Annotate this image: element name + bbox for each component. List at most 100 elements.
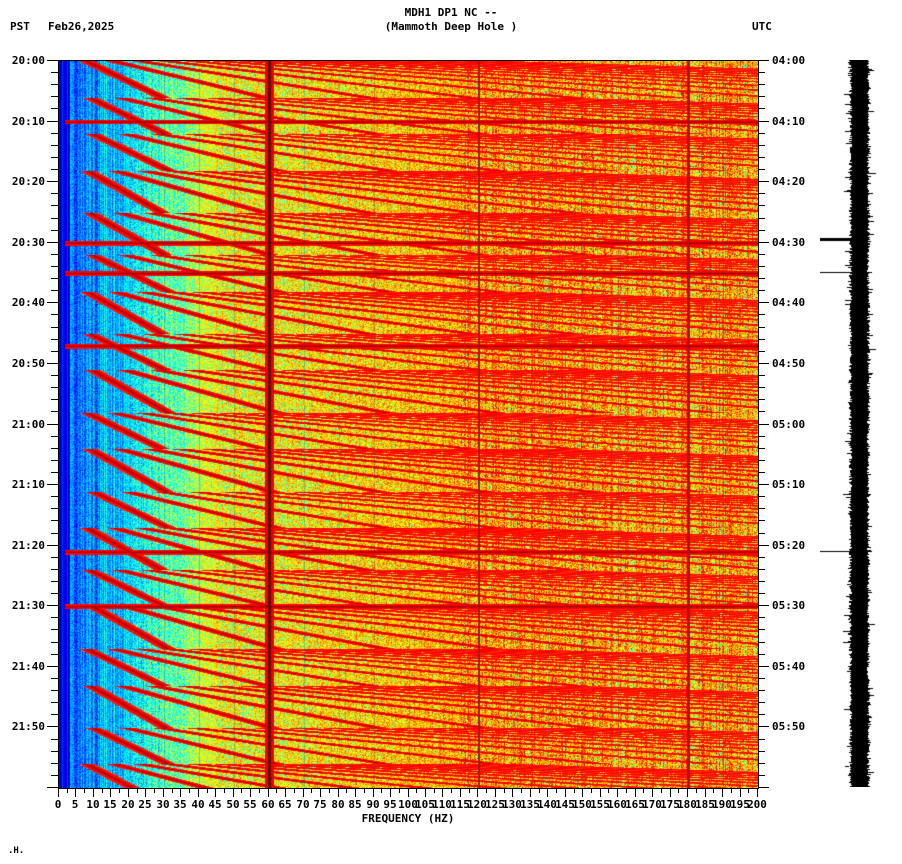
axis-tick-minor — [758, 775, 765, 776]
axis-tick-minor — [758, 496, 765, 497]
freq-tick-minor — [154, 788, 155, 793]
freq-label: 130 — [502, 798, 522, 811]
axis-tick-minor — [51, 193, 58, 194]
axis-tick-minor — [51, 557, 58, 558]
axis-tick-minor — [51, 290, 58, 291]
time-label-pst: 20:20 — [11, 175, 45, 188]
axis-tick-minor — [758, 642, 765, 643]
spectrogram-plot[interactable] — [58, 60, 759, 789]
axis-tick-minor — [51, 496, 58, 497]
freq-label: 145 — [555, 798, 575, 811]
freq-tick-major — [705, 788, 706, 797]
frequency-axis: FREQUENCY (HZ) 0 5 10 15 20 25 30 35 40 45 50 55 60 6… — [55, 788, 767, 834]
axis-tick-minor — [51, 436, 58, 437]
time-label-pst: 20:00 — [11, 54, 45, 67]
freq-tick-major — [582, 788, 583, 797]
time-label-pst: 21:10 — [11, 478, 45, 491]
axis-tick-minor — [51, 169, 58, 170]
freq-label: 30 — [156, 798, 170, 811]
freq-tick-minor — [189, 788, 190, 793]
axis-tick-major — [47, 545, 58, 546]
axis-tick-minor — [51, 84, 58, 85]
freq-tick-major — [110, 788, 111, 797]
axis-tick-minor — [758, 399, 765, 400]
freq-label: 60 — [261, 798, 275, 811]
page-subtitle: (Mammoth Deep Hole ) — [384, 20, 518, 33]
time-label-utc: 05:30 — [772, 599, 806, 612]
freq-tick-major — [250, 788, 251, 797]
axis-tick-minor — [758, 569, 765, 570]
freq-label: 125 — [485, 798, 505, 811]
axis-tick-minor — [51, 327, 58, 328]
freq-tick-minor — [294, 788, 295, 793]
freq-tick-major — [687, 788, 688, 797]
freq-tick-minor — [591, 788, 592, 793]
freq-tick-minor — [381, 788, 382, 793]
axis-tick-minor — [51, 617, 58, 618]
freq-tick-minor — [364, 788, 365, 793]
axis-tick-major — [47, 484, 58, 485]
axis-tick-major — [47, 787, 58, 788]
axis-tick-minor — [758, 193, 765, 194]
freq-label: 5 — [71, 798, 79, 811]
freq-tick-major — [635, 788, 636, 797]
freq-label: 120 — [467, 798, 487, 811]
freq-tick-major — [530, 788, 531, 797]
freq-tick-major — [233, 788, 234, 797]
freq-label: 75 — [313, 798, 327, 811]
time-label-pst: 21:50 — [11, 720, 45, 733]
freq-label: 40 — [191, 798, 205, 811]
axis-tick-minor — [758, 678, 765, 679]
axis-tick-major — [47, 605, 58, 606]
freq-tick-minor — [399, 788, 400, 793]
axis-tick-minor — [51, 375, 58, 376]
spectrogram-heatmap[interactable] — [59, 61, 758, 788]
axis-tick-major — [47, 424, 58, 425]
time-label-pst: 20:40 — [11, 296, 45, 309]
axis-tick-minor — [51, 399, 58, 400]
freq-tick-minor — [241, 788, 242, 793]
freq-label: 95 — [383, 798, 397, 811]
freq-tick-minor — [416, 788, 417, 793]
axis-tick-minor — [51, 157, 58, 158]
freq-tick-minor — [696, 788, 697, 793]
freq-tick-major — [477, 788, 478, 797]
axis-tick-minor — [758, 411, 765, 412]
freq-label: 25 — [138, 798, 152, 811]
freq-tick-minor — [224, 788, 225, 793]
axis-tick-minor — [758, 448, 765, 449]
freq-tick-major — [320, 788, 321, 797]
freq-label: 85 — [348, 798, 362, 811]
axis-tick-minor — [51, 533, 58, 534]
freq-tick-minor — [521, 788, 522, 793]
freq-tick-minor — [731, 788, 732, 793]
axis-tick-major — [758, 363, 769, 364]
freq-tick-minor — [626, 788, 627, 793]
freq-tick-minor — [207, 788, 208, 793]
axis-tick-minor — [758, 702, 765, 703]
axis-tick-major — [47, 181, 58, 182]
freq-tick-major — [740, 788, 741, 797]
freq-label: 155 — [590, 798, 610, 811]
axis-tick-minor — [51, 387, 58, 388]
axis-tick-minor — [758, 145, 765, 146]
axis-tick-minor — [758, 520, 765, 521]
axis-tick-minor — [758, 763, 765, 764]
freq-label: 110 — [432, 798, 452, 811]
axis-tick-minor — [51, 629, 58, 630]
freq-tick-major — [600, 788, 601, 797]
time-label-utc: 04:00 — [772, 54, 806, 67]
freq-label: 160 — [607, 798, 627, 811]
freq-tick-major — [722, 788, 723, 797]
axis-tick-minor — [758, 205, 765, 206]
freq-label: 190 — [712, 798, 732, 811]
freq-tick-minor — [678, 788, 679, 793]
freq-label: 65 — [278, 798, 292, 811]
time-label-utc: 04:50 — [772, 357, 806, 370]
axis-tick-minor — [51, 714, 58, 715]
axis-tick-minor — [758, 230, 765, 231]
freq-tick-minor — [329, 788, 330, 793]
header-band: PST Feb26,2025 MDH1 DP1 NC -- (Mammoth D… — [0, 0, 902, 46]
axis-tick-minor — [51, 205, 58, 206]
axis-tick-minor — [51, 72, 58, 73]
